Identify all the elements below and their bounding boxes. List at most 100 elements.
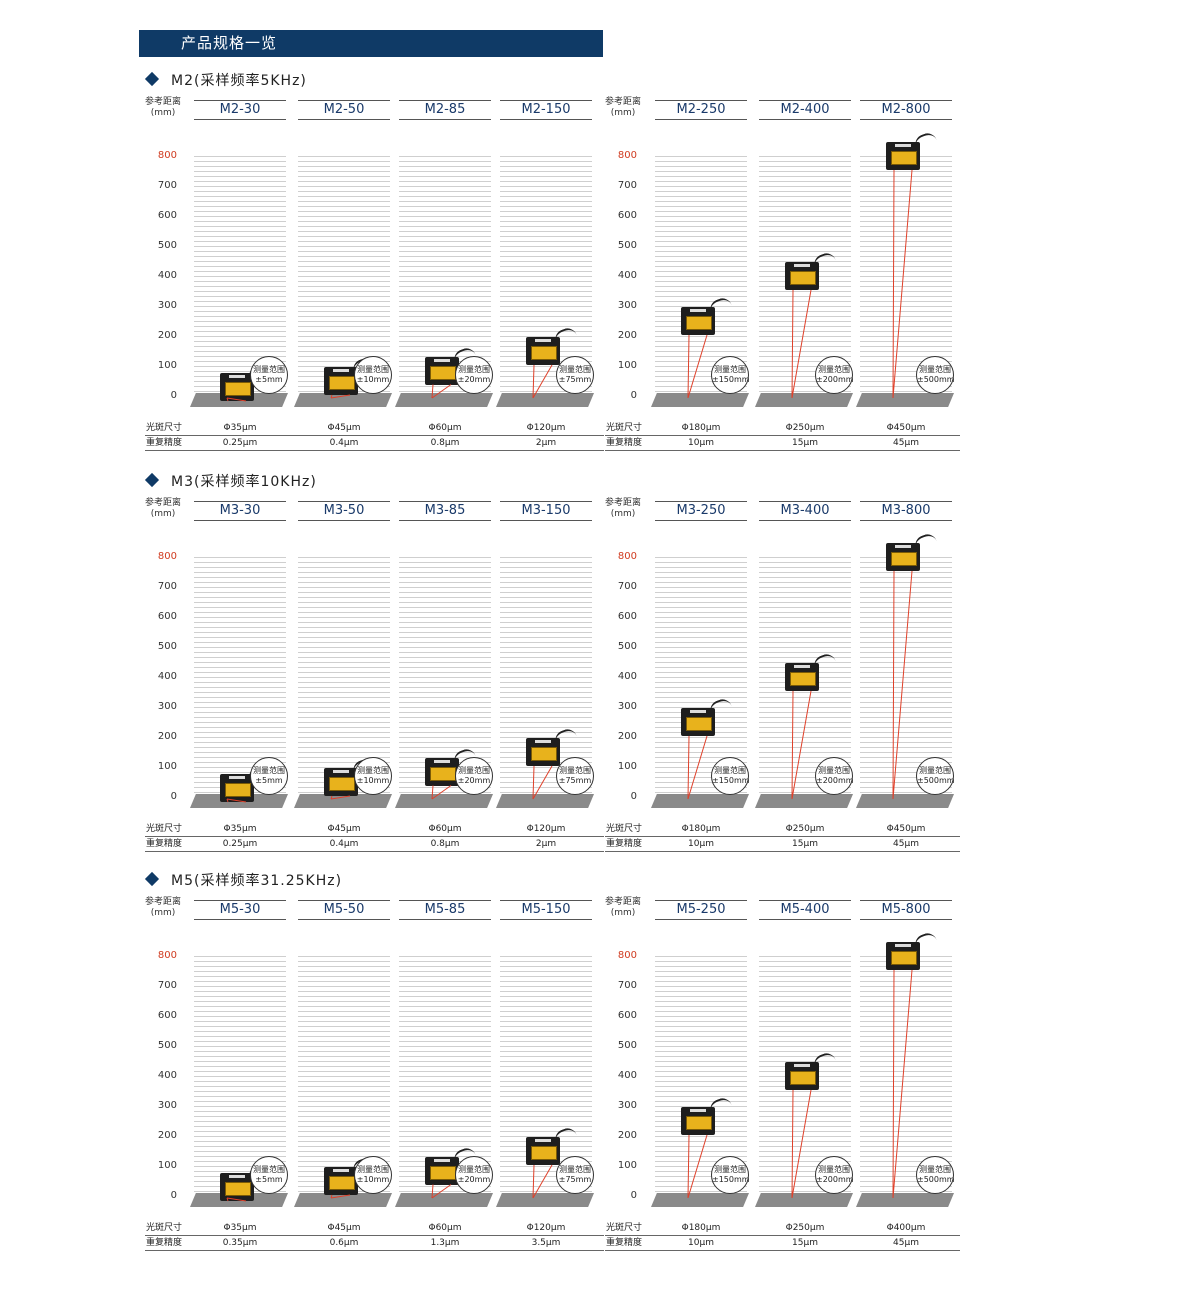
grid-line xyxy=(399,1041,491,1042)
grid-line xyxy=(399,657,491,658)
spot-size-value: Φ35μm xyxy=(223,824,257,834)
grid-line xyxy=(500,697,592,698)
axis-tick-label: 300 xyxy=(617,300,637,311)
grid-line xyxy=(399,597,491,598)
measuring-range-value: ±20mm xyxy=(457,1175,491,1184)
series-title: M2(采样频率5KHz) xyxy=(144,70,307,90)
grid-line xyxy=(655,662,747,663)
grid-line xyxy=(655,687,747,688)
grid-line xyxy=(500,1116,592,1117)
grid-line xyxy=(194,176,286,177)
grid-line xyxy=(759,627,851,628)
grid-line xyxy=(500,321,592,322)
grid-line xyxy=(399,296,491,297)
grid-line xyxy=(298,196,390,197)
grid-line xyxy=(500,712,592,713)
grid-line xyxy=(399,1036,491,1037)
sensor-logo xyxy=(434,759,450,763)
grid-line xyxy=(860,1101,952,1102)
axis-tick-label: 200 xyxy=(157,330,177,341)
grid-line xyxy=(399,216,491,217)
grid-line xyxy=(298,1111,390,1112)
grid-line xyxy=(860,707,952,708)
grid-line xyxy=(399,1001,491,1002)
grid-line xyxy=(194,1006,286,1007)
grid-line xyxy=(298,1141,390,1142)
axis-tick-label: 0 xyxy=(630,1190,637,1201)
grid-line xyxy=(860,231,952,232)
grid-line xyxy=(399,321,491,322)
grid-line xyxy=(194,1066,286,1067)
spot-size-value: Φ180μm xyxy=(681,1223,721,1233)
laser-sensor xyxy=(324,768,358,796)
grid-line xyxy=(194,657,286,658)
grid-line xyxy=(655,572,747,573)
grid-line xyxy=(399,1006,491,1007)
repeatability-label: 重复精度 xyxy=(146,839,183,849)
grid-line xyxy=(298,1161,390,1162)
grid-line xyxy=(298,226,390,227)
diamond-icon xyxy=(144,871,160,887)
measuring-range-value: ±200mm xyxy=(816,375,854,384)
grid-line xyxy=(194,772,286,773)
grid-line xyxy=(399,306,491,307)
measuring-range-label: 测量范围 xyxy=(818,1165,850,1174)
grid-line xyxy=(655,991,747,992)
grid-line xyxy=(655,271,747,272)
grid-line xyxy=(298,1146,390,1147)
grid-line xyxy=(860,281,952,282)
grid-line xyxy=(194,281,286,282)
grid-line xyxy=(655,156,747,157)
series-title: M5(采样频率31.25KHz) xyxy=(144,870,342,890)
grid-line xyxy=(194,1151,286,1152)
grid-line xyxy=(655,216,747,217)
grid-line xyxy=(860,1021,952,1022)
grid-line xyxy=(860,976,952,977)
model-name: M5-800 xyxy=(860,900,952,920)
grid-line xyxy=(399,1146,491,1147)
grid-line xyxy=(194,722,286,723)
grid-line xyxy=(399,662,491,663)
axis-tick-label: 700 xyxy=(157,581,177,592)
laser-sensor xyxy=(526,1137,560,1165)
spot-size-value: Φ180μm xyxy=(681,423,721,433)
axis-heading-line2: (mm) xyxy=(150,908,176,918)
grid-line xyxy=(194,266,286,267)
grid-line xyxy=(194,1046,286,1047)
grid-line xyxy=(298,1046,390,1047)
grid-line xyxy=(500,602,592,603)
grid-line xyxy=(860,727,952,728)
grid-line xyxy=(860,346,952,347)
repeatability-value: 10μm xyxy=(688,1238,714,1248)
measuring-range-label: 测量范围 xyxy=(818,365,850,374)
grid-line xyxy=(500,976,592,977)
grid-line xyxy=(194,582,286,583)
grid-line xyxy=(399,682,491,683)
spot-size-value: Φ35μm xyxy=(223,423,257,433)
model-column: M3-50 xyxy=(298,501,390,801)
spot-size-label: 光斑尺寸 xyxy=(146,423,183,433)
grid-line xyxy=(399,241,491,242)
repeatability-value: 45μm xyxy=(893,438,919,448)
measuring-range-badge: 测量范围 ±5mm xyxy=(250,1156,288,1194)
measuring-range-badge: 测量范围 ±75mm xyxy=(556,757,594,795)
grid-line xyxy=(399,567,491,568)
grid-line xyxy=(759,1051,851,1052)
grid-line xyxy=(655,602,747,603)
grid-line xyxy=(655,201,747,202)
spec-divider xyxy=(145,450,604,451)
grid-line xyxy=(298,1041,390,1042)
spot-size-label: 光斑尺寸 xyxy=(606,423,643,433)
grid-line xyxy=(399,1071,491,1072)
grid-line xyxy=(759,161,851,162)
spot-size-value: Φ35μm xyxy=(223,1223,257,1233)
grid-line xyxy=(500,166,592,167)
laser-sensor xyxy=(324,1167,358,1195)
grid-line xyxy=(655,186,747,187)
grid-line xyxy=(759,176,851,177)
grid-line xyxy=(860,632,952,633)
grid-line xyxy=(655,667,747,668)
grid-line xyxy=(759,961,851,962)
grid-line xyxy=(399,156,491,157)
laser-sensor xyxy=(324,367,358,395)
